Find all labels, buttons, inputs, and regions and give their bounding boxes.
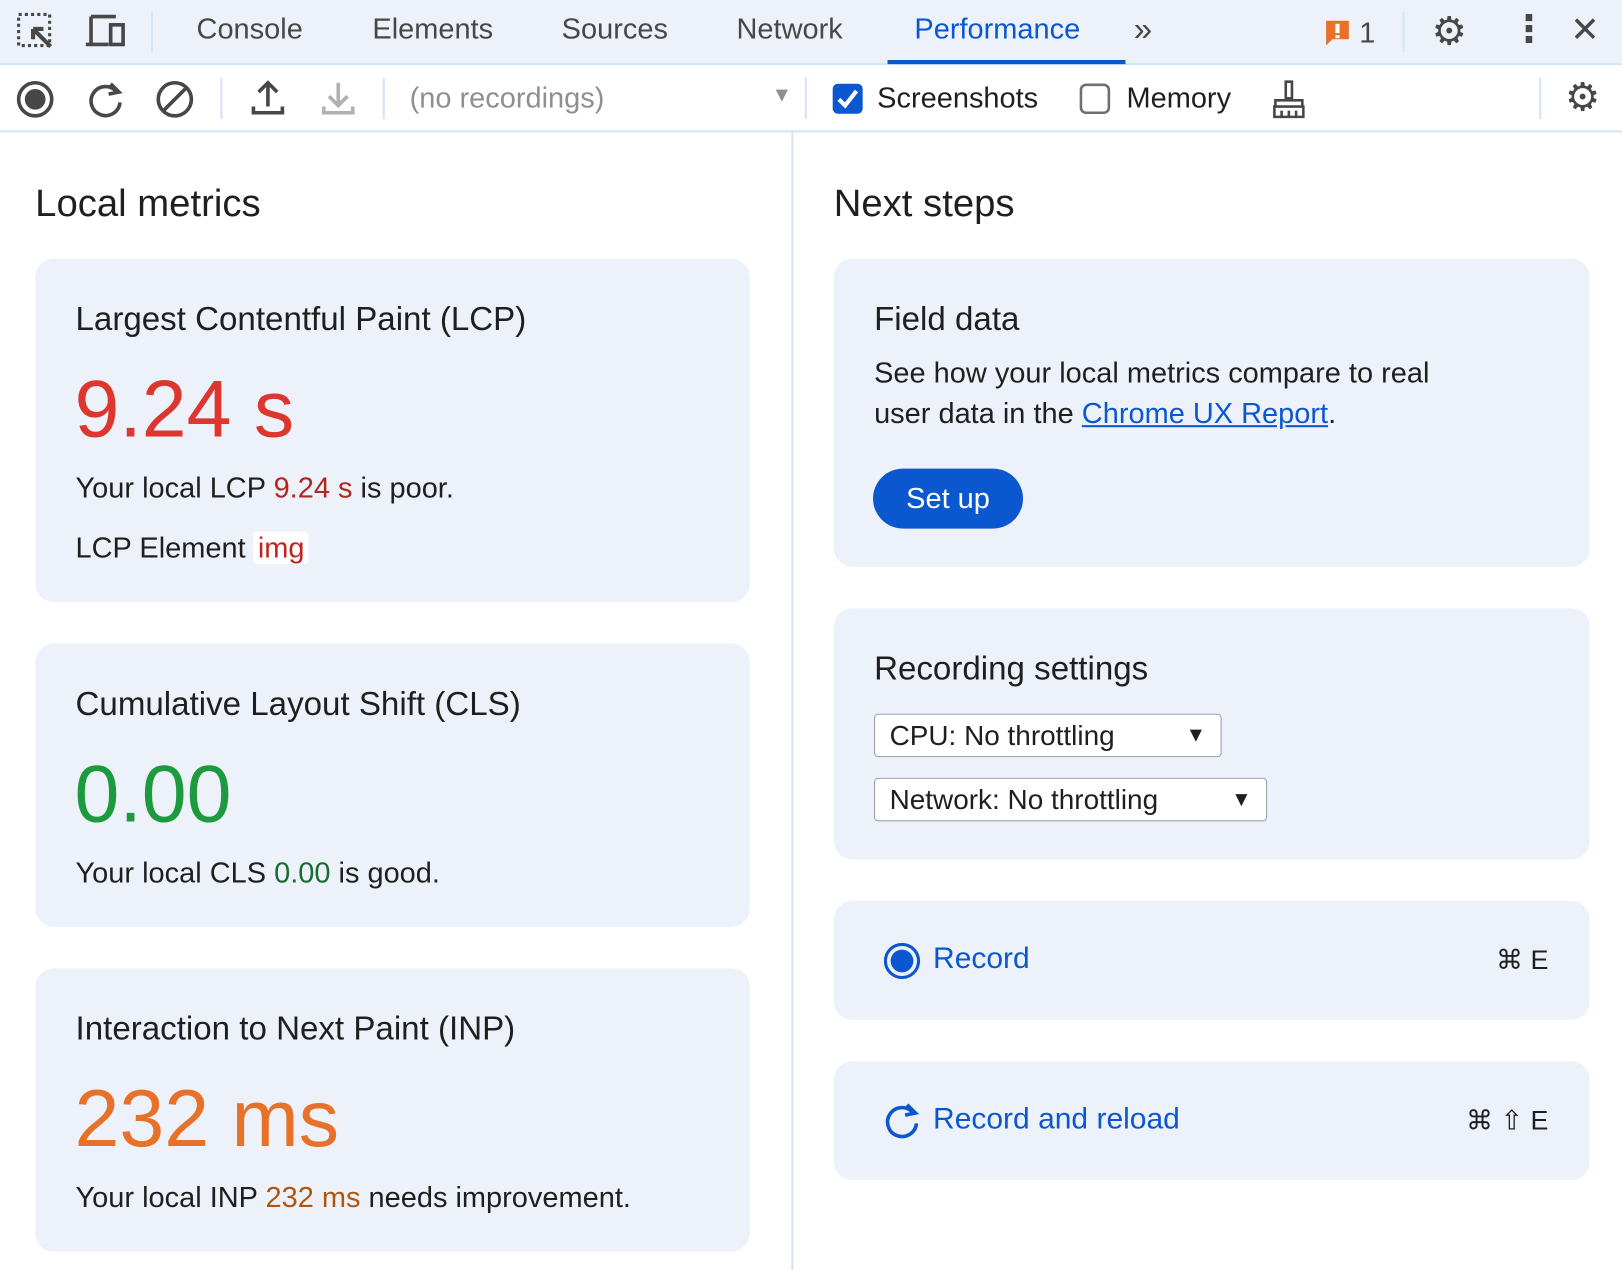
record-and-reload-shortcut: ⌘ ⇧ E: [1466, 1104, 1549, 1136]
cls-text-prefix: Your local CLS: [75, 856, 275, 889]
chrome-ux-report-link[interactable]: Chrome UX Report: [1081, 397, 1329, 430]
record-and-reload-card[interactable]: Record and reload ⌘ ⇧ E: [833, 1061, 1590, 1181]
lcp-text-suffix: is poor.: [352, 471, 454, 504]
more-options-icon[interactable]: ⋮: [1510, 7, 1548, 50]
cls-value: 0.00: [74, 747, 232, 839]
lcp-value: 9.24 s: [74, 363, 295, 455]
panel-divider[interactable]: [791, 132, 794, 1270]
tab-network[interactable]: Network: [736, 12, 843, 45]
tab-performance[interactable]: Performance: [914, 12, 1081, 45]
next-steps-heading: Next steps: [833, 182, 1015, 225]
issues-icon[interactable]: [1324, 19, 1351, 48]
inp-text-prefix: Your local INP: [75, 1181, 266, 1214]
lcp-element-link[interactable]: img: [253, 531, 309, 564]
divider: [220, 77, 223, 119]
cls-title: Cumulative Layout Shift (CLS): [75, 684, 521, 723]
field-data-text-line1: See how your local metrics compare to re…: [874, 356, 1430, 389]
lcp-element-row: LCP Element img: [75, 531, 309, 565]
devtools-tab-bar: Console Elements Sources Network Perform…: [0, 0, 1622, 66]
field-data-text-suffix: .: [1328, 397, 1337, 430]
field-data-text-prefix: user data in the: [874, 397, 1082, 430]
record-card[interactable]: Record ⌘ E: [833, 900, 1590, 1020]
settings-gear-icon[interactable]: ⚙: [1431, 10, 1467, 54]
lcp-inline-value: 9.24 s: [273, 471, 353, 504]
lcp-card: Largest Contentful Paint (LCP) 9.24 s Yo…: [35, 258, 750, 603]
tab-console[interactable]: Console: [196, 12, 303, 45]
divider: [151, 12, 154, 52]
garbage-collect-broom-icon[interactable]: [1270, 80, 1307, 119]
network-throttling-select[interactable]: Network: No throttling ▼: [874, 777, 1268, 822]
field-data-text-line2: user data in the Chrome UX Report.: [874, 397, 1336, 430]
memory-checkbox[interactable]: [1079, 83, 1112, 116]
lcp-text-prefix: Your local LCP: [75, 471, 274, 504]
divider: [804, 77, 807, 119]
recording-settings-title: Recording settings: [874, 649, 1149, 687]
device-toolbar-icon[interactable]: [85, 14, 126, 49]
divider: [382, 77, 385, 119]
divider: [1402, 12, 1405, 52]
recording-settings-card: Recording settings CPU: No throttling ▼ N…: [833, 608, 1590, 860]
lcp-element-label: LCP Element: [75, 531, 246, 564]
inspect-element-icon[interactable]: [17, 12, 56, 51]
cls-card: Cumulative Layout Shift (CLS) 0.00 Your …: [35, 643, 750, 927]
dropdown-arrow-icon: ▼: [1231, 787, 1252, 811]
dropdown-arrow-icon: ▼: [1185, 723, 1207, 747]
set-up-button[interactable]: Set up: [873, 468, 1024, 529]
field-data-card: Field data See how your local metrics co…: [833, 258, 1590, 567]
memory-label[interactable]: Memory: [1126, 81, 1232, 114]
lcp-description: Your local LCP 9.24 s is poor.: [76, 472, 454, 505]
inp-title: Interaction to Next Paint (INP): [75, 1009, 516, 1047]
save-profile-icon: [321, 82, 355, 115]
capture-settings-gear-icon[interactable]: ⚙: [1565, 76, 1601, 120]
close-icon[interactable]: ✕: [1570, 10, 1600, 50]
record-icon: [883, 942, 921, 980]
record-button-label[interactable]: Record: [933, 942, 1030, 976]
local-metrics-heading: Local metrics: [35, 182, 261, 225]
active-tab-indicator: [887, 59, 1126, 65]
load-profile-icon[interactable]: [250, 80, 285, 117]
cpu-throttling-value: CPU: No throttling: [889, 719, 1115, 751]
tab-sources[interactable]: Sources: [561, 12, 668, 45]
tab-elements[interactable]: Elements: [372, 12, 494, 45]
record-shortcut: ⌘ E: [1496, 944, 1549, 976]
inp-value: 232 ms: [74, 1072, 340, 1164]
clear-icon[interactable]: [155, 80, 194, 119]
recordings-dropdown[interactable]: (no recordings) ▼: [410, 80, 793, 119]
performance-toolbar: (no recordings) ▼ Screenshots Memory ⚙: [0, 65, 1622, 133]
screenshots-label[interactable]: Screenshots: [877, 81, 1039, 114]
record-icon[interactable]: [16, 80, 55, 119]
more-tabs-chevron-icon[interactable]: »: [1133, 10, 1153, 48]
inp-card: Interaction to Next Paint (INP) 232 ms Y…: [35, 968, 750, 1252]
lcp-title: Largest Contentful Paint (LCP): [75, 299, 527, 338]
cls-description: Your local CLS 0.00 is good.: [76, 856, 440, 889]
divider: [1539, 77, 1542, 119]
cpu-throttling-select[interactable]: CPU: No throttling ▼: [874, 713, 1222, 758]
issues-count[interactable]: 1: [1359, 16, 1376, 49]
reload-record-icon[interactable]: [86, 80, 125, 119]
record-and-reload-label[interactable]: Record and reload: [933, 1102, 1180, 1136]
inp-description: Your local INP 232 ms needs improvement.: [76, 1181, 631, 1214]
cls-text-suffix: is good.: [330, 856, 440, 889]
field-data-title: Field data: [874, 299, 1020, 338]
inp-inline-value: 232 ms: [265, 1181, 361, 1214]
recordings-placeholder: (no recordings): [409, 81, 605, 114]
reload-icon: [885, 1103, 920, 1139]
dropdown-arrow-icon: ▼: [771, 83, 793, 107]
inp-text-suffix: needs improvement.: [360, 1181, 631, 1214]
screenshots-checkbox[interactable]: [832, 83, 865, 116]
cls-inline-value: 0.00: [274, 856, 331, 889]
network-throttling-value: Network: No throttling: [889, 783, 1159, 815]
